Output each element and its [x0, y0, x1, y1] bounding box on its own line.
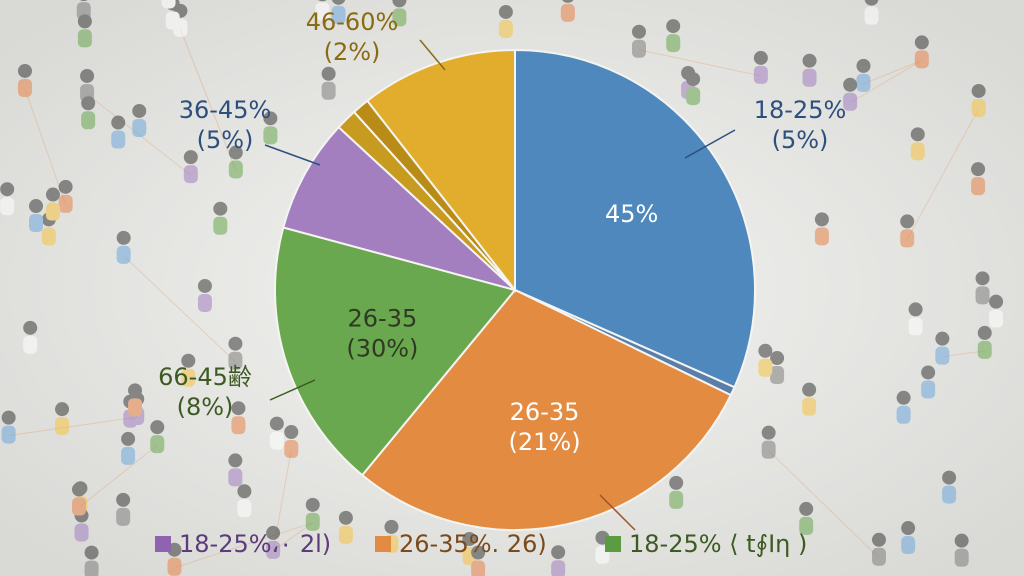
pie-slice-blue — [514, 48, 756, 389]
pie-slice-orange — [360, 288, 733, 531]
legend-orange-label: 26-35%. 26) — [399, 530, 547, 558]
legend-purple-swatch — [155, 536, 171, 552]
slice-label-green: 26-35 (30%) — [346, 304, 418, 362]
callouts: 46-60% (2%) 18-25% (5%) 36-45% (5%) 66-45齢(8%) — [158, 8, 847, 531]
pie-slice-green — [274, 226, 517, 477]
pie-slice-gold — [365, 48, 516, 293]
legend-purple-label: 18-25%،٠ 2l) — [179, 530, 331, 558]
slice-label-orange: 26-35 (21%) — [509, 398, 581, 456]
pie-slices — [274, 48, 756, 531]
legend-orange-swatch — [375, 536, 391, 552]
callout-46-60: 46-60% (2%) — [306, 8, 399, 66]
pie-slice-purple — [282, 125, 516, 291]
slice-labels: 45% 26-35 (21%) 26-35 (30%) — [346, 200, 658, 456]
slice-label-blue: 45% — [605, 200, 658, 228]
legend-green-swatch — [605, 536, 621, 552]
legend-green-label: 18-25% ⟨ t∮Ιη ) — [629, 530, 807, 558]
callout-66-45: 66-45齢(8%) — [158, 363, 252, 421]
callout-18-25: 18-25% (5%) — [754, 96, 847, 154]
legend: 18-25%،٠ 2l) 26-35%. 26) 18-25% ⟨ t∮Ιη ) — [155, 530, 807, 558]
callout-36-45: 36-45% (5%) — [179, 96, 272, 154]
